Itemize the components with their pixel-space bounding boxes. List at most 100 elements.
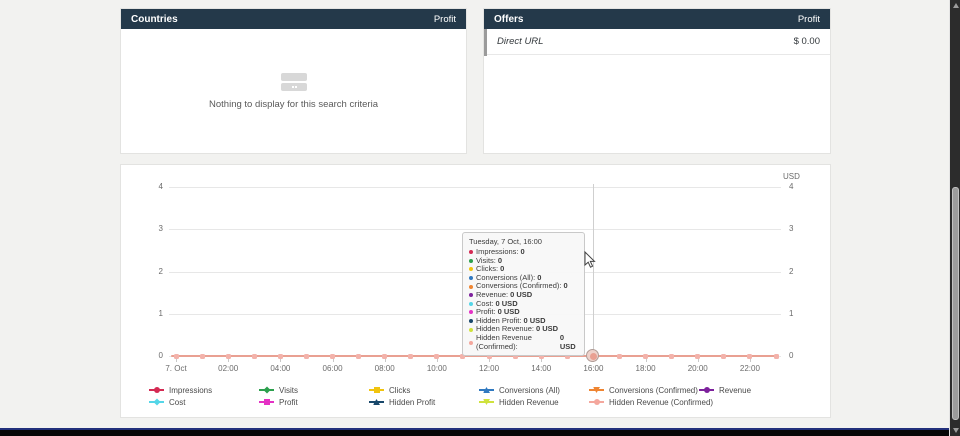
legend-label: Hidden Revenue	[499, 397, 559, 407]
x-axis-tick-label: 02:00	[218, 364, 239, 373]
tooltip-series-dot-icon	[469, 276, 473, 281]
legend-label: Conversions (Confirmed)	[609, 385, 698, 395]
legend-item-impressions[interactable]: Impressions	[149, 385, 212, 395]
tooltip-series-dot-icon	[469, 340, 473, 345]
legend-marker-icon	[589, 387, 604, 393]
x-axis-tick	[645, 358, 647, 362]
legend-item-conversions-all[interactable]: Conversions (All)	[479, 385, 560, 395]
page-scrollbar[interactable]	[949, 0, 960, 436]
y-axis-tick-label: 4	[158, 182, 163, 191]
legend-label: Hidden Profit	[389, 397, 436, 407]
x-axis-tick	[697, 358, 699, 362]
data-point-marker[interactable]	[330, 353, 336, 359]
legend-item-conversions-confirmed[interactable]: Conversions (Confirmed)	[589, 385, 698, 395]
timeseries-chart-panel: USD 4 4 3 3 2 2 1 1 0 0 7. Oct 02:00 04:00 06:00 08:00…	[120, 164, 831, 418]
tooltip-row: Hidden Revenue: 0 USD	[469, 325, 578, 334]
data-point-marker[interactable]	[199, 353, 205, 359]
legend-item-visits[interactable]: Visits	[259, 385, 298, 395]
tooltip-row: Profit: 0 USD	[469, 308, 578, 317]
data-point-marker[interactable]	[460, 353, 466, 359]
x-axis-tick-label: 04:00	[270, 364, 291, 373]
tooltip-row: Cost: 0 USD	[469, 299, 578, 309]
legend-marker-icon	[259, 399, 274, 405]
data-point-marker[interactable]	[669, 353, 675, 359]
empty-list-icon	[280, 72, 307, 93]
data-point-marker[interactable]	[251, 353, 257, 359]
offers-metric-header: Profit	[797, 13, 820, 25]
tooltip-series-dot-icon	[469, 319, 473, 324]
y-axis-unit-label: USD	[783, 172, 800, 181]
legend-item-revenue[interactable]: Revenue	[699, 385, 751, 395]
data-point-marker[interactable]	[225, 353, 231, 359]
x-axis-tick	[749, 358, 751, 362]
legend-item-hidden-revenue-confirmed[interactable]: Hidden Revenue (Confirmed)	[589, 397, 713, 407]
scrollbar-down-arrow-icon[interactable]	[952, 428, 959, 433]
y-axis-tick-label: 0	[789, 351, 794, 360]
tooltip-row: Visits: 0	[469, 256, 578, 266]
y-axis-tick-label: 1	[158, 308, 163, 318]
legend-marker-icon	[369, 387, 384, 393]
data-point-marker[interactable]	[303, 353, 309, 359]
window-bottom-bar	[0, 428, 949, 436]
offers-panel-title: Offers	[494, 13, 524, 25]
data-point-marker[interactable]	[434, 353, 440, 359]
tooltip-series-dot-icon	[469, 250, 473, 255]
data-point-marker[interactable]	[773, 353, 779, 359]
scrollbar-up-arrow-icon[interactable]	[952, 3, 959, 8]
data-point-marker[interactable]	[616, 353, 622, 359]
legend-item-hidden-profit[interactable]: Hidden Profit	[369, 397, 435, 407]
tooltip-row: Conversions (Confirmed): 0	[469, 282, 578, 291]
data-point-marker[interactable]	[277, 353, 283, 359]
legend-marker-icon	[699, 387, 714, 393]
countries-empty-message: Nothing to display for this search crite…	[209, 98, 378, 110]
countries-empty-state: Nothing to display for this search crite…	[121, 29, 466, 153]
legend-label: Revenue	[719, 385, 752, 395]
tooltip-row: Revenue: 0 USD	[469, 290, 578, 300]
chart-tooltip: Tuesday, 7 Oct, 16:00 Impressions: 0 Visit…	[462, 232, 585, 357]
offers-list-scrollbar[interactable]	[484, 29, 487, 56]
x-axis-tick	[436, 358, 438, 362]
data-point-marker[interactable]	[695, 353, 701, 359]
offer-row-direct-url[interactable]: Direct URL $ 0.00	[484, 29, 830, 56]
tooltip-row: Clicks: 0	[469, 265, 578, 274]
mouse-cursor-icon	[584, 251, 596, 268]
x-axis-tick-label: 10:00	[426, 364, 447, 373]
y-axis-tick-label: 3	[789, 224, 794, 234]
offer-name[interactable]: Direct URL	[497, 36, 544, 47]
data-point-marker[interactable]	[173, 353, 179, 359]
y-gridline	[169, 229, 781, 231]
x-axis-tick	[228, 358, 230, 362]
legend-item-cost[interactable]: Cost	[149, 397, 185, 407]
legend-label: Conversions (All)	[499, 385, 560, 395]
data-point-marker[interactable]	[408, 353, 414, 359]
tooltip-row: Hidden Revenue (Confirmed): 0 USD	[469, 333, 578, 351]
tooltip-series-dot-icon	[469, 267, 473, 272]
x-axis-tick-label: 20:00	[687, 364, 708, 373]
countries-panel-title: Countries	[131, 13, 178, 25]
legend-item-hidden-revenue[interactable]: Hidden Revenue	[479, 397, 559, 407]
data-point-marker[interactable]	[643, 353, 649, 359]
tooltip-series-dot-icon	[469, 258, 473, 263]
x-axis-tick	[176, 358, 177, 362]
data-point-marker[interactable]	[356, 353, 362, 359]
legend-marker-icon	[149, 398, 164, 406]
legend-marker-icon	[479, 387, 494, 393]
x-axis-tick	[541, 358, 543, 362]
data-point-marker[interactable]	[747, 353, 753, 359]
legend-marker-icon	[369, 399, 384, 405]
tooltip-series-dot-icon	[469, 284, 473, 289]
data-point-marker[interactable]	[382, 353, 388, 359]
tooltip-series-dot-icon	[469, 327, 473, 332]
legend-marker-icon	[259, 386, 274, 394]
legend-item-profit[interactable]: Profit	[259, 397, 298, 407]
y-axis-tick-label: 2	[789, 266, 794, 276]
legend-label: Visits	[279, 385, 298, 395]
legend-item-clicks[interactable]: Clicks	[369, 385, 410, 395]
data-point-marker[interactable]	[721, 353, 727, 359]
x-axis-tick-label: 08:00	[374, 364, 395, 373]
legend-label: Impressions	[169, 385, 213, 395]
scrollbar-thumb[interactable]	[952, 187, 959, 420]
offers-panel: Offers Profit Direct URL $ 0.00	[483, 8, 831, 154]
tooltip-row: Hidden Profit: 0 USD	[469, 316, 578, 326]
x-axis-tick	[384, 358, 386, 362]
